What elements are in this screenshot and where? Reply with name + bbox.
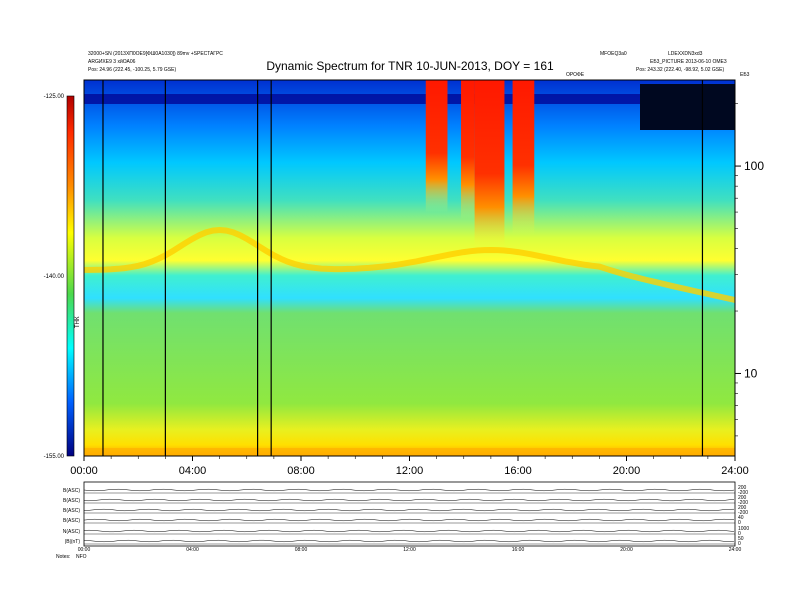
colorbar-tick-label: -125.00 [44,94,65,100]
x-tick-label: 08:00 [287,465,315,477]
lower-row-label: B(ASC) [63,518,80,524]
emission-burst [474,80,505,250]
x-tick-label: 12:00 [396,465,424,477]
lower-trace [83,518,735,522]
colorbar-tick-label: -140.00 [44,274,65,280]
lower-right-label: -200 [738,510,748,516]
x-tick-label: 16:00 [504,465,532,477]
lower-x-tick-label: 00:00 [78,547,91,553]
lower-trace [83,508,735,512]
emission-ridge [84,226,736,303]
emission-burst [512,80,535,235]
lower-row-label: B(ASC) [63,488,80,494]
header-right-line3: Pos: 243.32 (222.40, -98.92, 5.02 GSE) [636,67,724,73]
y-tick-label: 100 [744,159,764,173]
lower-x-tick-label: 20:00 [620,547,633,553]
lower-row-label: B(ASC) [63,508,80,514]
lower-trace [83,529,735,533]
lower-right-label: 50 [738,536,744,542]
lower-right-label: 200 [738,495,747,501]
spectrogram-background [84,80,735,456]
lower-row-label: N(ASC) [63,529,81,535]
colorbar [66,95,75,457]
header-mid-marker: ОРОФЕ [566,72,585,78]
x-axis: 00:00 04:00 08:00 12:00 16:00 20:00 24:00 [70,456,749,477]
y-axis-right: 10 100 [735,103,764,437]
lower-x-tick-label: 08:00 [295,547,308,553]
lower-right-label: 200 [738,505,747,511]
lower-right-label: -200 [738,500,748,506]
header-right-line2: ЕБ3_PICTURE 2013-06-10 ОМЕ3 [650,59,727,65]
lower-row-label: |B|(nT) [65,539,80,545]
colorbar-tick-label: -155.00 [44,454,65,460]
spectrogram-plot-area [83,79,736,457]
lower-panel-frame [83,481,736,547]
header-left-line1: 32000+SN (2013ХП0ОЕ9[ФШ0А1030]) 89mv +SP… [88,51,223,57]
y-tick-label: 10 [744,366,758,380]
colorbar-unit: ТНК [75,316,81,328]
colorbar-labels: -125.00 -140.00 -155.00 [44,94,65,460]
lower-right-label: 200 [738,485,747,491]
lower-x-tick-label: 16:00 [512,547,525,553]
chart-title: Dynamic Spectrum for TNR 10-JUN-2013, DO… [266,59,554,73]
dark-band [640,84,735,130]
lower-right-label: -200 [738,490,748,496]
lower-right-label: 0 [738,541,741,547]
emission-burst [461,80,475,220]
lower-right-label: 0 [738,531,741,537]
lower-trace [83,498,735,502]
emission-burst [425,80,448,213]
header-right-line1: LDEXXDN3xd3 [668,51,703,57]
lower-right-label: 0 [738,520,741,526]
header-left-line2: ARGИХЕ9 3 xйОА06 [88,58,136,65]
x-tick-label: 04:00 [179,465,207,477]
lower-panel-traces [83,488,735,545]
footer-label: Notes: [56,554,70,560]
x-tick-label: 00:00 [70,465,98,477]
lower-right-label: 1000 [738,526,749,532]
lower-trace [83,539,735,543]
header-corner-mark: ЕБ3 [740,72,750,78]
lower-x-tick-label: 04:00 [186,547,199,553]
header-left-line3: Pos: 24.96 (222.45, -100.25, 5.79 GSE) [88,67,176,73]
lower-x-tick-label: 12:00 [403,547,416,553]
x-tick-label: 20:00 [613,465,641,477]
footer-value: NFO [76,554,87,560]
lower-trace [83,488,735,492]
noise-floor-band [84,448,735,456]
dark-band [84,94,735,104]
spectrogram-marks [84,80,736,456]
lower-row-label: B(ASC) [63,498,80,504]
header-center-label: MFOEQ3a0 [600,51,627,57]
lower-right-label: 40 [738,515,744,521]
lower-x-tick-label: 24:00 [729,547,742,553]
x-tick-label: 24:00 [721,465,749,477]
